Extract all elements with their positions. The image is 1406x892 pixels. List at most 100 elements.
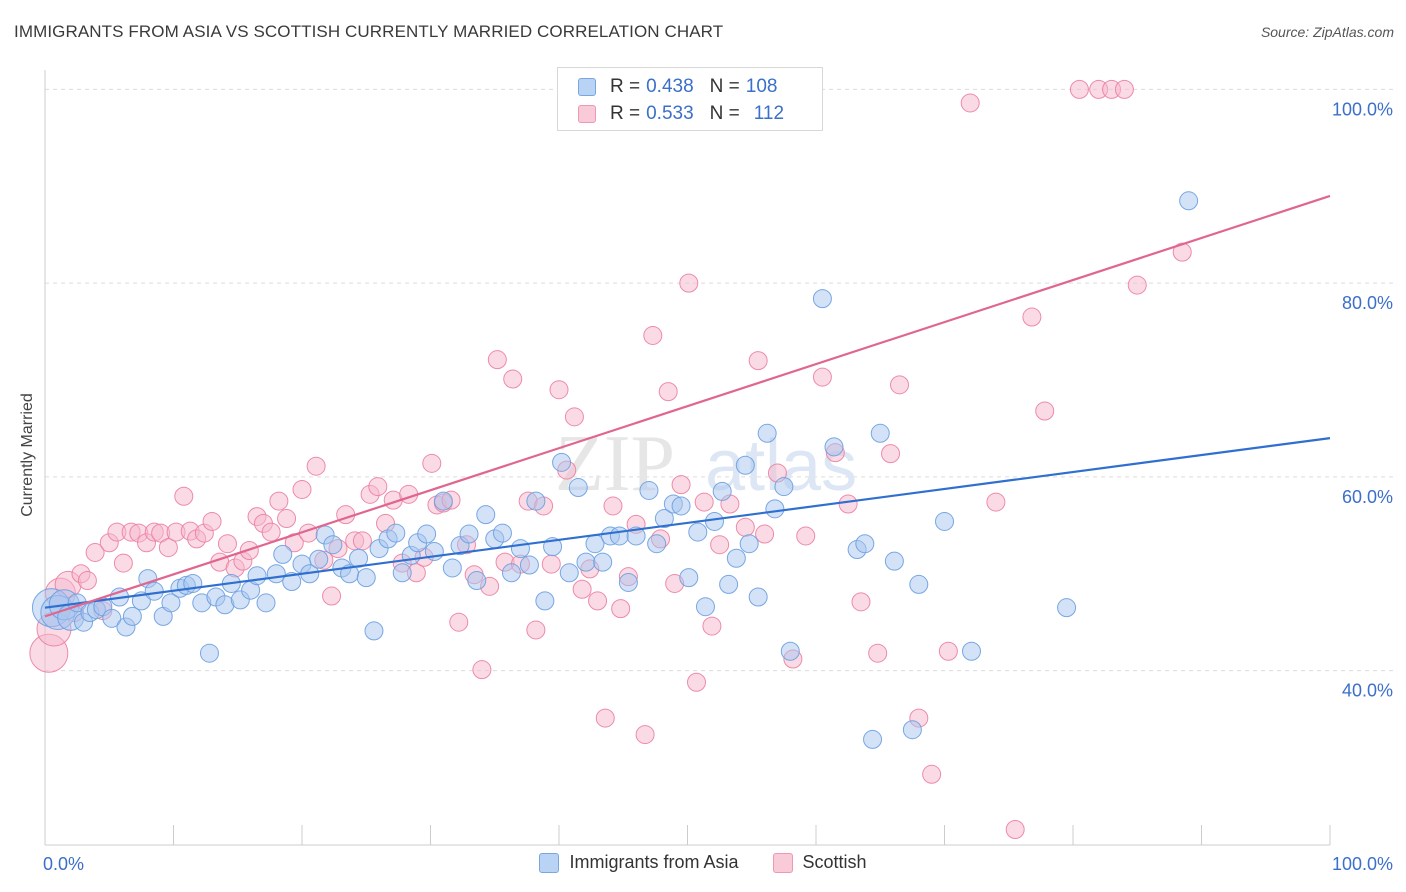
scottish-point (564, 407, 584, 427)
scottish-point (472, 660, 492, 680)
scottish-point (881, 444, 901, 464)
asia-point (757, 423, 777, 443)
scottish-point (277, 509, 297, 529)
tick-labels: 40.0% 60.0% 80.0% 100.0% 0.0% 100.0% (43, 99, 1393, 874)
asia-point (273, 544, 293, 564)
asia-point (748, 587, 768, 607)
scottish-point (588, 591, 608, 611)
scottish-point (1035, 401, 1055, 421)
legend-item-scottish[interactable]: Scottish (772, 852, 867, 873)
asia-point (417, 524, 437, 544)
asia-point (726, 548, 746, 568)
series-legend: Immigrants from Asia Scottish (0, 852, 1406, 873)
asia-point (467, 571, 487, 591)
legend-label-asia: Immigrants from Asia (569, 852, 739, 872)
scottish-trend-line (44, 194, 1331, 618)
scottish-point (368, 477, 388, 497)
scottish-point (526, 620, 546, 640)
asia-point (459, 524, 479, 544)
asia-point (739, 534, 759, 554)
asia-point (780, 641, 800, 661)
scottish-point (1114, 79, 1134, 99)
scottish-point (868, 643, 888, 663)
asia-point (855, 534, 875, 554)
asia-point (870, 423, 890, 443)
asia-point (161, 593, 181, 613)
scottish-point (671, 475, 691, 495)
asia-point (199, 643, 219, 663)
correlation-legend: R = 0.438 N = 108 R = 0.533 N = 112 (557, 67, 823, 131)
scottish-point (686, 672, 706, 692)
asia-point (256, 593, 276, 613)
scottish-point (702, 616, 722, 636)
scottish-point (812, 367, 832, 387)
asia-point (442, 558, 462, 578)
scottish-point (595, 708, 615, 728)
legend-item-asia[interactable]: Immigrants from Asia (539, 852, 739, 873)
scottish-point (1069, 79, 1089, 99)
legend-n-label: N = (709, 76, 740, 97)
asia-point (618, 572, 638, 592)
scottish-point (503, 369, 523, 389)
asia-point (909, 574, 929, 594)
asia-point (144, 581, 164, 601)
scottish-point (986, 492, 1006, 512)
asia-point (309, 549, 329, 569)
asia-point (1057, 598, 1077, 618)
asia-point (679, 568, 699, 588)
asia-point (719, 574, 739, 594)
scottish-point (1127, 275, 1147, 295)
y-tick-label: 80.0% (1342, 293, 1393, 313)
scottish-point (611, 599, 631, 619)
scottish-point (679, 273, 699, 293)
scottish-point (217, 534, 237, 554)
legend-r-value: 0.533 (646, 103, 694, 124)
legend-swatch-asia (578, 78, 596, 96)
scottish-point (572, 579, 592, 599)
scottish-point (85, 542, 105, 562)
x-tick-label-end: 100.0% (1332, 854, 1393, 874)
scottish-point (174, 486, 194, 506)
asia-point (695, 597, 715, 617)
asia-point (961, 641, 981, 661)
asia-point (568, 478, 588, 498)
scottish-point (643, 325, 663, 345)
scottish-point (851, 592, 871, 612)
scottish-point (1005, 820, 1025, 839)
scottish-point (922, 764, 942, 784)
asia-point (935, 511, 954, 531)
legend-n-value: 112 (753, 103, 785, 124)
scottish-point (541, 554, 561, 574)
scottish-point (796, 526, 816, 546)
asia-point (688, 522, 708, 542)
asia-point (671, 496, 691, 516)
scottish-point (202, 511, 222, 531)
asia-point (735, 455, 755, 475)
axes (44, 70, 1331, 846)
asia-point (774, 477, 794, 497)
legend-row-asia: R = 0.438 N = 108 (578, 74, 783, 100)
asia-trend-line (44, 437, 1331, 609)
asia-point (552, 452, 572, 472)
scottish-point (306, 456, 326, 476)
asia-point (392, 563, 412, 583)
asia-point (519, 555, 539, 575)
scottish-point (938, 641, 958, 661)
scottish-point (694, 492, 714, 512)
legend-r-value: 0.438 (646, 76, 694, 97)
y-tick-label: 60.0% (1342, 487, 1393, 507)
scottish-point (487, 350, 507, 370)
scottish-point (838, 494, 858, 514)
asia-point (1179, 191, 1199, 211)
chart-title: IMMIGRANTS FROM ASIA VS SCOTTISH CURRENT… (14, 22, 724, 41)
asia-point (593, 552, 613, 572)
scottish-point (735, 517, 755, 537)
legend-label-scottish: Scottish (802, 852, 867, 872)
asia-point (626, 526, 646, 546)
scottish-point (449, 612, 469, 632)
scottish-point (261, 522, 281, 542)
asia-point (102, 608, 122, 628)
source-label: Source: ZipAtlas.com (1260, 24, 1394, 40)
asia-point (122, 606, 142, 626)
